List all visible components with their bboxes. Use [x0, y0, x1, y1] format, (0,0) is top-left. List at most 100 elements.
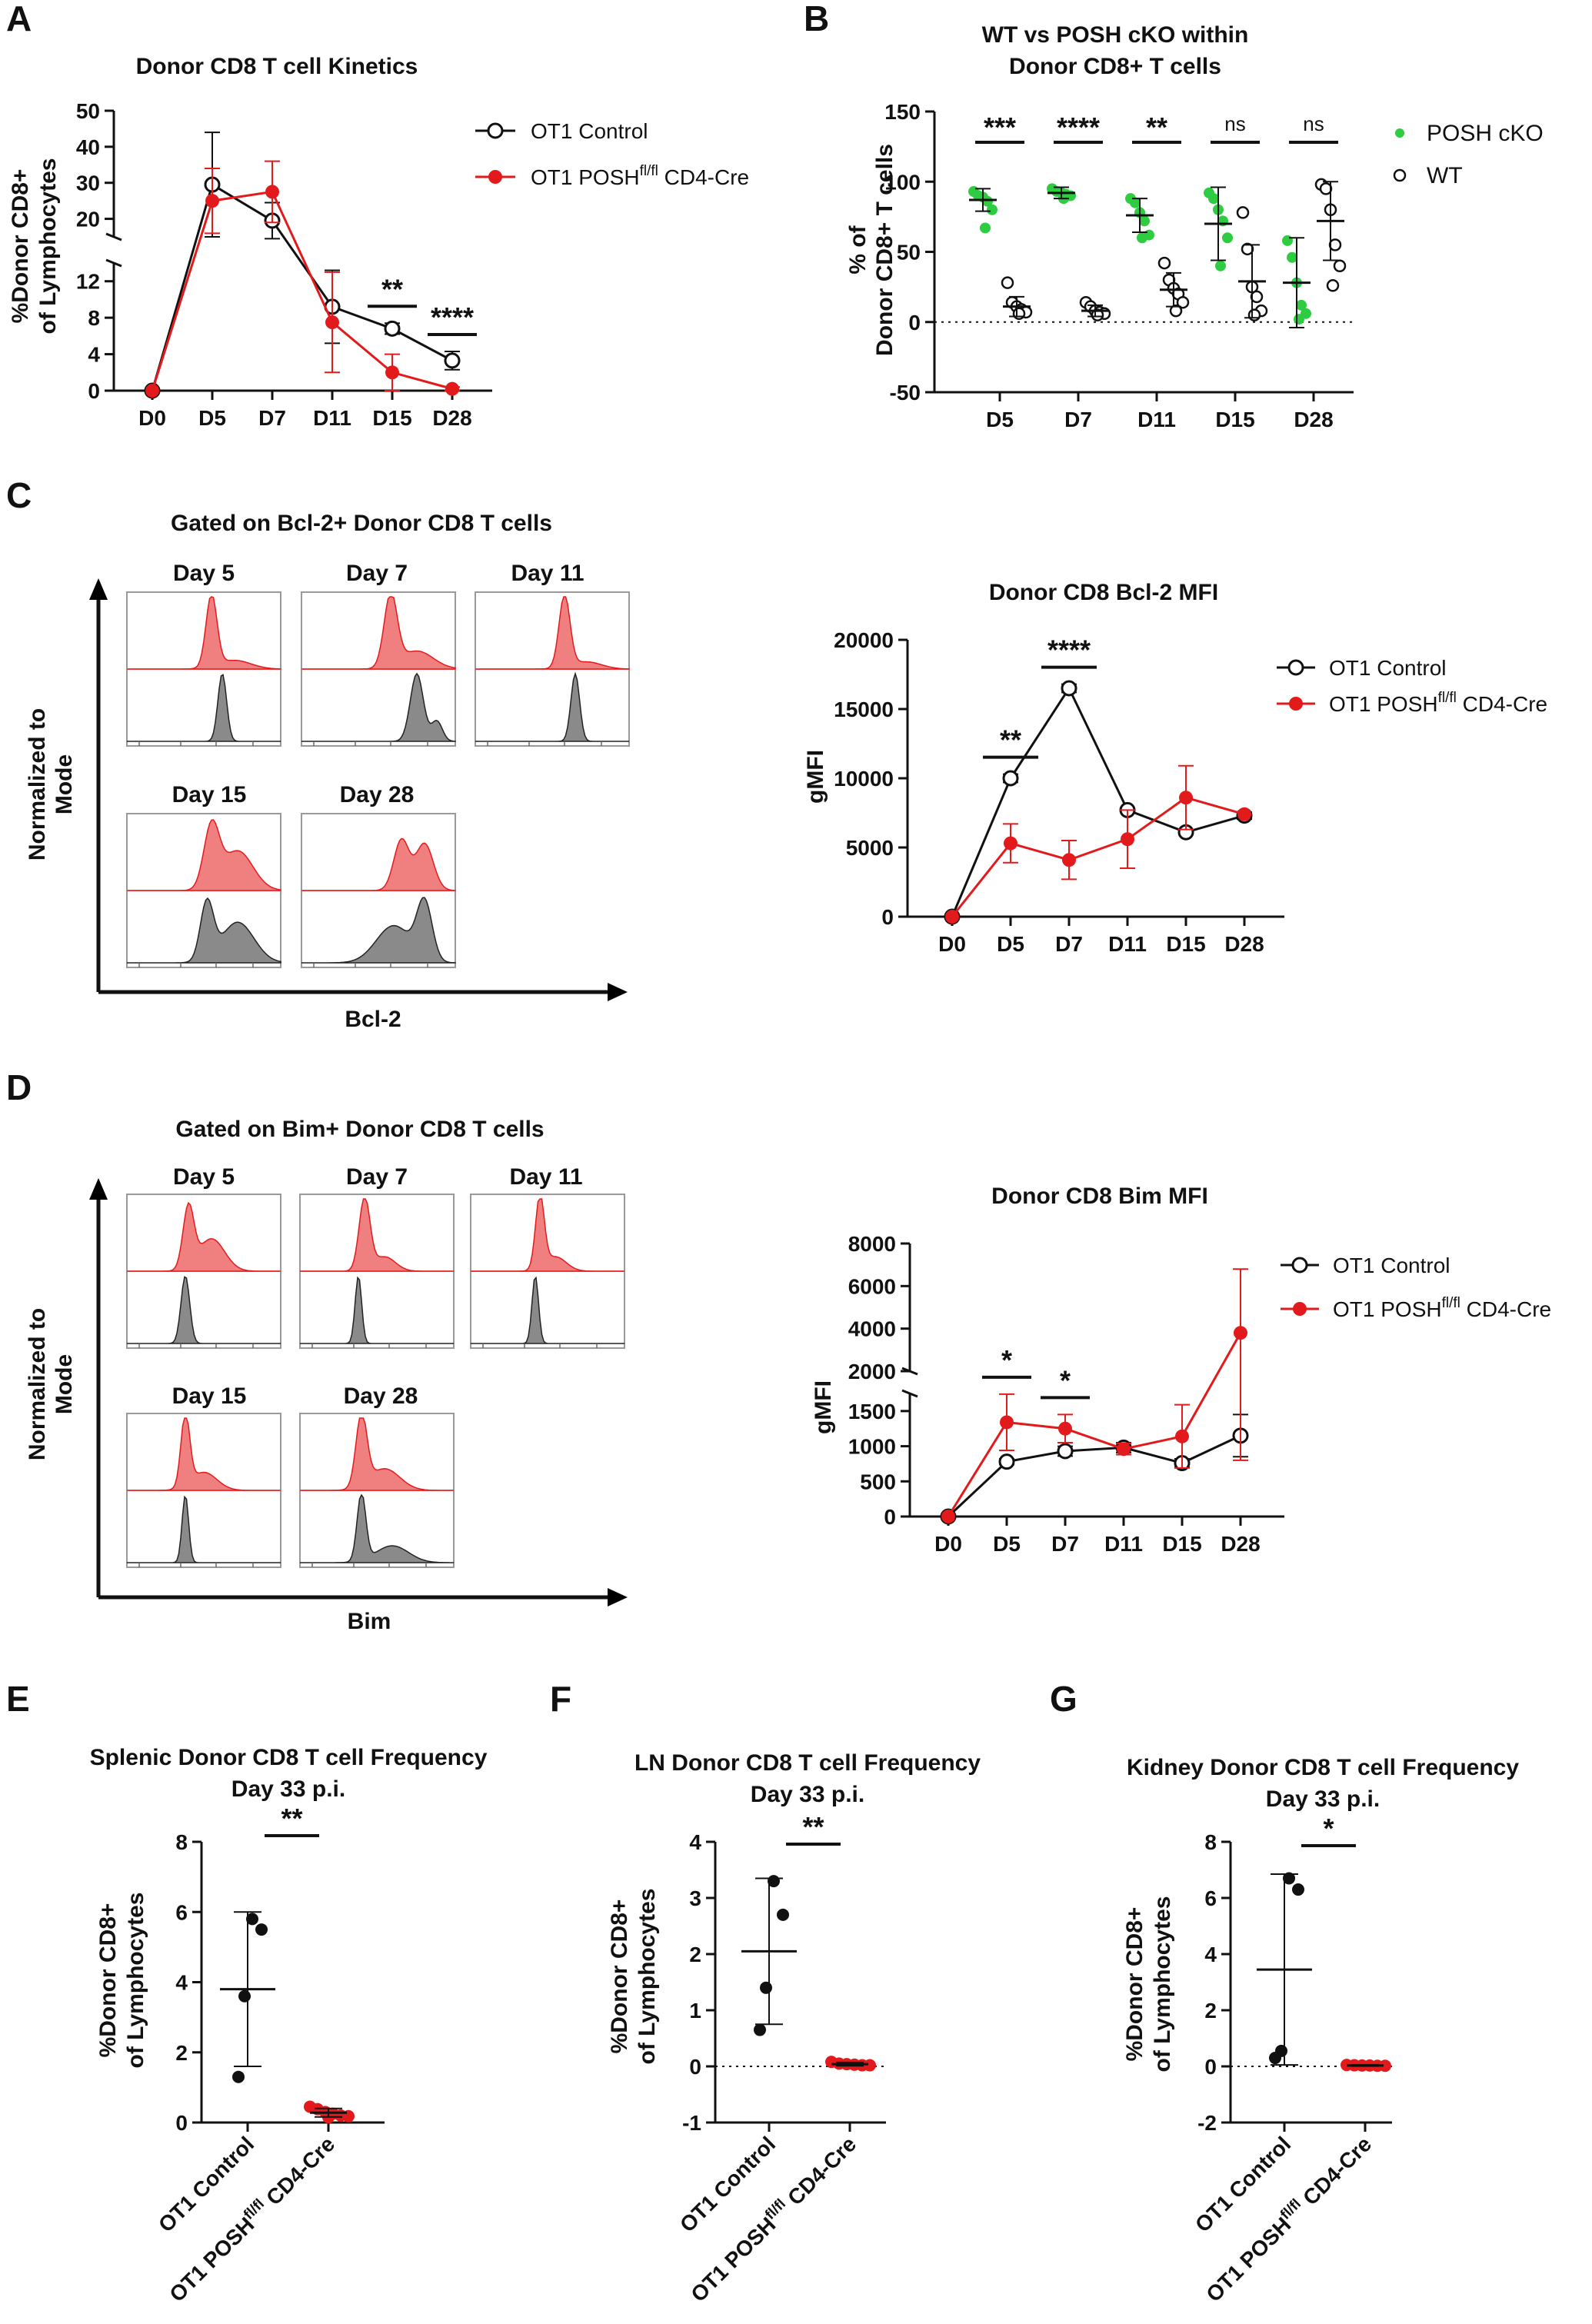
panel-c-label-day11: Day 11 [511, 561, 584, 586]
legend-posh-label: OT1 POSHfl/fl CD4-Cre [1329, 690, 1547, 716]
series-line-posh [947, 1332, 1242, 1517]
panel-c-hist-ylabel-1: Normalized to [25, 708, 50, 861]
panel-d-label-day11: Day 11 [509, 1164, 582, 1190]
histogram-d-1-grey-peak [127, 1276, 281, 1344]
data-point-posh [385, 365, 399, 380]
data-point-control [1061, 680, 1077, 697]
panel-a-ylabel-2: of Lymphocytes [35, 158, 61, 335]
x-category-label-posh: OT1 POSHfl/fl CD4-Cre [1201, 2131, 1376, 2306]
data-point-posh [1000, 1415, 1014, 1430]
panel-b-chart: WT vs POSH cKO within Donor CD8+ T cells… [845, 22, 1544, 431]
legend-marker-posh [488, 170, 502, 184]
data-point-control [1057, 1443, 1074, 1460]
significance-label: * [1323, 1813, 1334, 1844]
data-point-control [1269, 2052, 1281, 2065]
legend-marker-wt [1393, 168, 1407, 182]
data-point-cko [1287, 251, 1297, 263]
data-point-control [777, 1908, 789, 1921]
data-point-posh [1179, 791, 1193, 805]
significance-label: * [1001, 1344, 1012, 1376]
panel-e-ylabel-2: of Lymphocytes [123, 1893, 148, 2069]
data-point-control [754, 2023, 766, 2036]
data-point-control [760, 1981, 772, 1994]
y-tick-label: 8000 [848, 1232, 896, 1256]
panel-d-ylabel: gMFI [811, 1380, 836, 1434]
y-tick-label: 5000 [846, 836, 894, 860]
data-point-control [384, 320, 401, 337]
panel-c-label-day28: Day 28 [340, 782, 415, 807]
x-tick-label: D7 [1051, 1532, 1079, 1556]
x-tick-label: D15 [1162, 1532, 1201, 1556]
y-tick-label: 10000 [834, 767, 894, 791]
panel-c-label-day15: Day 15 [172, 782, 247, 807]
data-point-control [238, 1989, 251, 2003]
histogram-c-4-grey-peak [127, 897, 281, 964]
significance-label: * [1060, 1364, 1071, 1396]
legend-marker-posh [1293, 1302, 1307, 1316]
histogram-d-4-red-peak [127, 1417, 281, 1491]
data-point-posh [1004, 836, 1017, 851]
data-point-cko [980, 222, 991, 234]
y-tick-label: 4 [88, 343, 100, 367]
panel-f-ylabel-1: %Donor CD8+ [607, 1899, 632, 2054]
panel-d-hist-ylabel-2: Mode [52, 1354, 77, 1414]
x-tick-label: D15 [1215, 408, 1254, 431]
y-tick-label: 15000 [834, 698, 894, 721]
panel-e-ylabel-1: %Donor CD8+ [95, 1903, 121, 2058]
series-line-posh [951, 796, 1245, 917]
y-tick-label: 150 [884, 100, 921, 124]
significance-label: *** [984, 112, 1016, 143]
x-tick-label: D28 [432, 406, 471, 430]
panel-d-label-day5: Day 5 [173, 1164, 235, 1190]
data-point-control [255, 1923, 268, 1936]
panel-a-title: Donor CD8 T cell Kinetics [136, 54, 418, 79]
data-point-control [1002, 770, 1019, 787]
y-tick-label: 4 [1204, 1943, 1217, 1966]
histogram-d-2-red-peak [300, 1198, 454, 1272]
series-line-control [947, 1434, 1241, 1518]
y-tick-label: 6 [1204, 1886, 1217, 1910]
x-tick-label: D5 [198, 406, 226, 430]
x-tick-label: D15 [1166, 932, 1205, 956]
y-tick-label: 0 [88, 379, 100, 403]
y-tick-label: 20000 [834, 628, 894, 652]
legend-marker-control [487, 122, 504, 139]
series-line-control [151, 182, 453, 391]
y-tick-label: 3 [689, 1886, 701, 1910]
data-point-wt [1236, 206, 1250, 219]
legend-control-label: OT1 Control [531, 119, 648, 143]
y-tick-label: 8 [88, 306, 100, 330]
panel-c-ylabel: gMFI [803, 750, 828, 804]
panel-b-ylabel-2: Donor CD8+ T cells [872, 144, 898, 356]
panel-a-legend: OT1 Control OT1 POSHfl/fl CD4-Cre [475, 119, 749, 189]
data-point-control [1283, 1872, 1295, 1885]
legend-wt-label: WT [1427, 163, 1463, 188]
legend-marker-control [1291, 1257, 1308, 1274]
axis-break-mark [105, 232, 122, 241]
panel-g-ylabel-2: of Lymphocytes [1150, 1896, 1175, 2073]
panel-a-ylabel-1: %Donor CD8+ [8, 169, 33, 324]
panel-b-title-2: Donor CD8+ T cells [1009, 54, 1221, 79]
series-line-posh [151, 190, 453, 391]
panel-c-title: Donor CD8 Bcl-2 MFI [989, 580, 1218, 605]
data-point-posh [941, 1510, 955, 1523]
data-point-wt [1319, 182, 1333, 195]
data-point-control [232, 2070, 245, 2083]
panel-d-hist-title: Gated on Bim+ Donor CD8 T cells [175, 1117, 544, 1142]
y-tick-label: 0 [689, 2055, 701, 2079]
data-point-wt [1001, 276, 1014, 289]
panel-g-chart: Kidney Donor CD8 T cell Frequency Day 33… [1122, 1755, 1519, 2306]
panel-letter-e: E [6, 1679, 30, 1719]
panel-c-hist-ylabel-2: Mode [52, 754, 77, 814]
histogram-c-3-grey-peak [475, 671, 629, 742]
histogram-d-3-red-peak [471, 1198, 624, 1272]
y-tick-label: 1 [689, 1999, 701, 2023]
data-point-cko [982, 195, 993, 207]
data-point-posh [265, 185, 279, 199]
panel-b-legend: POSH cKO WT [1393, 121, 1544, 188]
panel-d-histograms: Gated on Bim+ Donor CD8 T cells Normaliz… [25, 1117, 628, 1634]
panel-d-hist-xlabel: Bim [348, 1609, 391, 1634]
data-point-cko [1215, 260, 1226, 271]
histogram-d-3-grey-peak [471, 1276, 624, 1344]
x-axis-arrowhead [608, 1588, 628, 1606]
